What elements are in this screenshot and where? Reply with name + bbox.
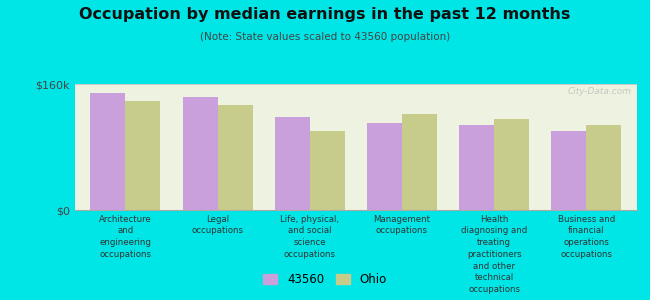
Bar [402, 114, 437, 210]
Bar [125, 101, 161, 210]
Text: Architecture
and
engineering
occupations: Architecture and engineering occupations [99, 214, 152, 259]
Text: Management
occupations: Management occupations [374, 214, 430, 235]
Bar [367, 123, 402, 210]
Bar [218, 105, 253, 210]
Bar [459, 125, 494, 210]
Text: Occupation by median earnings in the past 12 months: Occupation by median earnings in the pas… [79, 8, 571, 22]
Text: Life, physical,
and social
science
occupations: Life, physical, and social science occup… [280, 214, 339, 259]
Bar [586, 125, 621, 210]
Bar [310, 131, 345, 210]
Text: (Note: State values scaled to 43560 population): (Note: State values scaled to 43560 popu… [200, 32, 450, 41]
Bar [551, 131, 586, 210]
Bar [275, 117, 310, 210]
Bar [183, 98, 218, 210]
Text: Health
diagnosing and
treating
practitioners
and other
technical
occupations: Health diagnosing and treating practitio… [461, 214, 527, 294]
Text: City-Data.com: City-Data.com [567, 86, 631, 95]
Text: Business and
financial
operations
occupations: Business and financial operations occupa… [558, 214, 615, 259]
Legend: 43560, Ohio: 43560, Ohio [259, 269, 391, 291]
Bar [494, 119, 529, 210]
Text: Legal
occupations: Legal occupations [192, 214, 244, 235]
Bar [90, 93, 125, 210]
